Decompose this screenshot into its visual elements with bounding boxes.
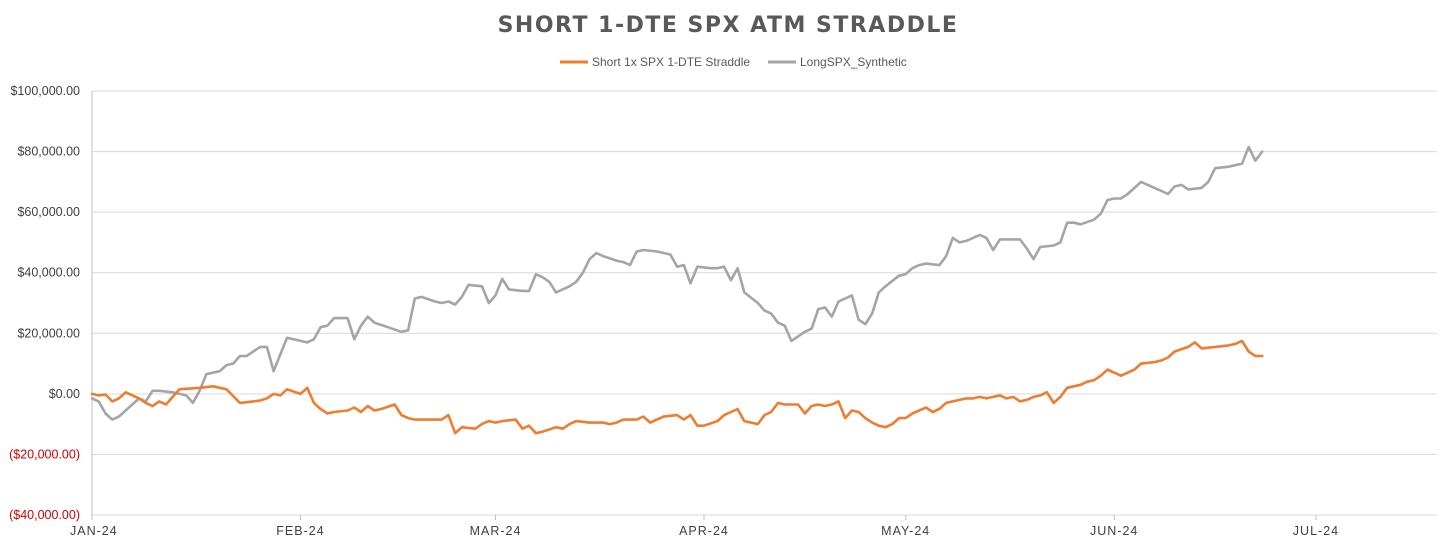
chart-title: SHORT 1-DTE SPX ATM STRADDLE	[498, 13, 959, 38]
x-tick-label: JUL-24	[1293, 524, 1339, 538]
y-tick-label: ($40,000.00)	[9, 508, 80, 522]
y-axis: $100,000.00 $80,000.00 $60,000.00 $40,000.0…	[9, 84, 93, 522]
gridlines	[92, 90, 1437, 516]
series-line-straddle	[90, 339, 1264, 435]
legend-label-straddle: Short 1x SPX 1-DTE Straddle	[592, 55, 750, 69]
x-axis: JAN-24 FEB-24 MAR-24 APR-24 MAY-24 JUN-24 JUL-…	[70, 515, 1339, 538]
y-tick-label: $20,000.00	[17, 326, 80, 340]
y-tick-label: ($20,000.00)	[9, 447, 80, 461]
x-tick-label: FEB-24	[276, 524, 324, 538]
series-lines	[90, 145, 1264, 435]
legend-label-synthetic: LongSPX_Synthetic	[800, 55, 907, 69]
y-tick-label: $40,000.00	[17, 266, 80, 280]
legend: Short 1x SPX 1-DTE Straddle LongSPX_Synt…	[560, 55, 907, 69]
y-tick-label: $100,000.00	[10, 84, 80, 98]
y-tick-label: $0.00	[49, 387, 80, 401]
x-tick-label: JAN-24	[70, 524, 118, 538]
y-tick-label: $60,000.00	[17, 205, 80, 219]
x-tick-label: APR-24	[679, 524, 729, 538]
series-line-synthetic	[90, 145, 1264, 421]
x-tick-label: MAY-24	[881, 524, 930, 538]
x-tick-label: MAR-24	[470, 524, 522, 538]
y-tick-label: $80,000.00	[17, 145, 80, 159]
x-tick-label: JUN-24	[1090, 524, 1138, 538]
